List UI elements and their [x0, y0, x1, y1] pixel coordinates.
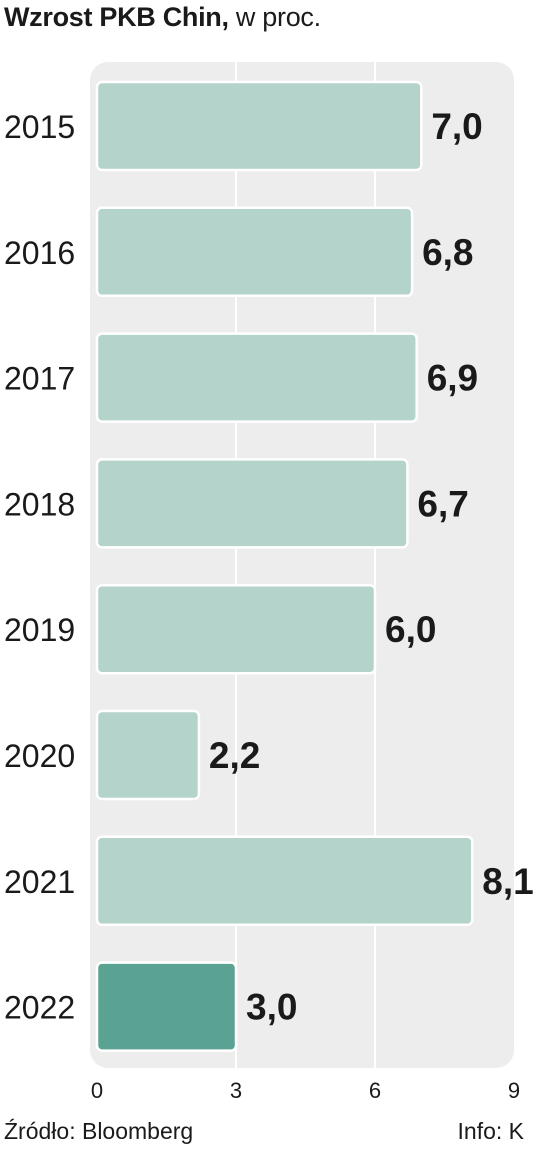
value-label-2017: 6,9: [427, 358, 478, 399]
chart-title: Wzrost PKB Chin, w proc.: [4, 2, 321, 33]
category-label-2017: 2017: [4, 361, 75, 397]
x-tick-labels: 0 3 6 9: [91, 1078, 520, 1103]
category-labels: 2015 2016 2017 2018 2019 2020 2021 2022: [4, 109, 75, 1026]
category-label-2018: 2018: [4, 486, 75, 522]
bars: [95, 80, 474, 1052]
category-label-2020: 2020: [4, 738, 75, 774]
bar-2019: [95, 583, 377, 675]
value-labels: 7,0 6,8 6,9 6,7 6,0 2,2 8,1 3,0: [209, 106, 534, 1028]
value-label-2018: 6,7: [417, 483, 468, 524]
category-label-2015: 2015: [4, 109, 75, 145]
bar-chart: 2015 2016 2017 2018 2019 2020 2021 2022 7,0 6,8 6…: [4, 62, 534, 1103]
value-label-2020: 2,2: [209, 735, 260, 776]
bar-2017: [95, 332, 418, 423]
source-note: Źródło: Bloomberg: [4, 1118, 194, 1144]
category-label-2022: 2022: [4, 990, 75, 1026]
x-tick-label-6: 6: [369, 1078, 381, 1103]
bar-2015: [95, 80, 423, 172]
x-tick-label-9: 9: [508, 1078, 520, 1103]
category-label-2019: 2019: [4, 612, 75, 648]
bar-2022: [95, 961, 238, 1052]
bar-2016: [95, 206, 414, 298]
value-label-2019: 6,0: [385, 609, 436, 650]
category-label-2016: 2016: [4, 235, 75, 271]
chart-title-unit: w proc.: [228, 2, 321, 32]
value-label-2015: 7,0: [431, 106, 482, 147]
bar-2021: [95, 835, 474, 927]
category-label-2021: 2021: [4, 864, 75, 900]
x-tick-label-0: 0: [91, 1078, 103, 1103]
value-label-2021: 8,1: [482, 861, 533, 902]
bar-2018: [95, 458, 409, 549]
value-label-2016: 6,8: [422, 232, 473, 273]
bar-2020: [95, 709, 201, 801]
plot-panel: [90, 62, 514, 1068]
value-label-2022: 3,0: [246, 987, 297, 1028]
credit-note: Info: K: [457, 1118, 524, 1144]
x-tick-label-3: 3: [230, 1078, 242, 1103]
chart-title-main: Wzrost PKB Chin,: [4, 2, 229, 32]
